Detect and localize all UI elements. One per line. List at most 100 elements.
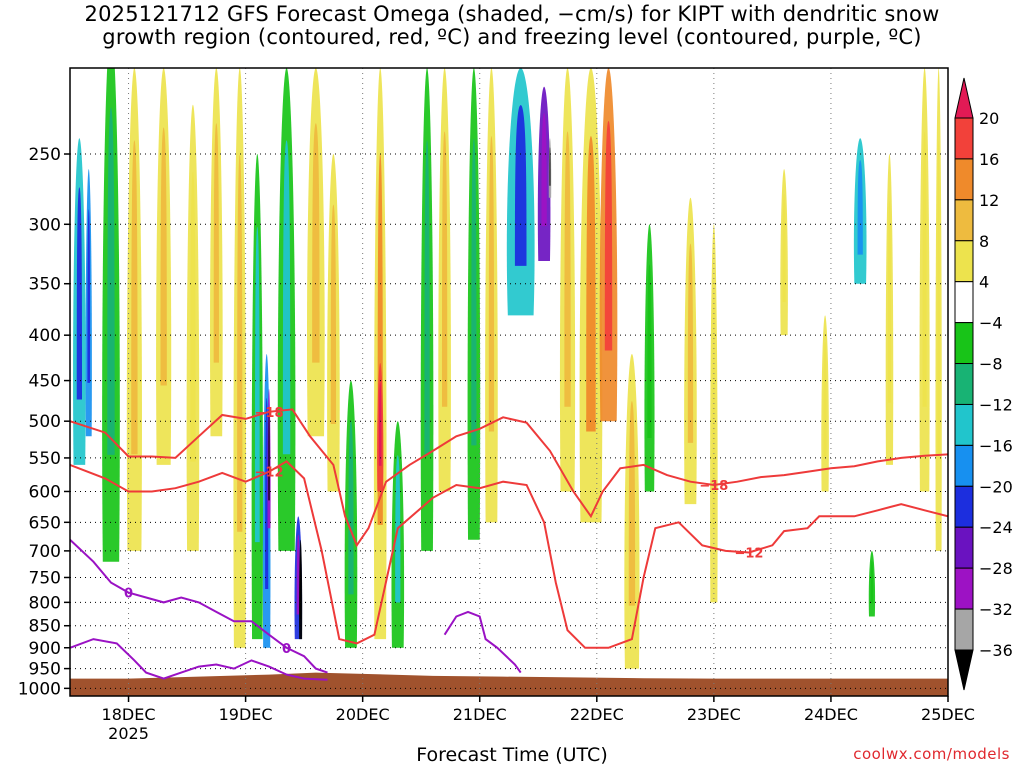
colorbar-box-12 xyxy=(954,608,974,651)
omega-core-32 xyxy=(687,243,694,443)
omega-core-4 xyxy=(160,127,167,386)
omega-core-0 xyxy=(76,187,82,400)
omega-core-26 xyxy=(549,147,551,186)
colorbar-box-1 xyxy=(954,158,974,201)
terrain-ground xyxy=(70,672,948,696)
ytick-label-650: 650 xyxy=(29,513,61,533)
ytick-label-450: 450 xyxy=(29,372,61,392)
xtick-label-20DEC: 20DEC xyxy=(336,705,390,724)
colorbar-box-8 xyxy=(954,444,974,487)
omega-core-18 xyxy=(378,382,382,466)
ytick-label-1000: 1000 xyxy=(18,679,61,699)
omega-core-1 xyxy=(87,209,91,383)
contour-label-1-1: −12 xyxy=(734,547,763,562)
contour-label-2-1: 0 xyxy=(282,642,291,657)
ytick-label-600: 600 xyxy=(29,482,61,502)
omega-core-14 xyxy=(312,123,320,363)
colorbar-label-10: −24 xyxy=(979,518,1013,537)
colorbar-label-5: −4 xyxy=(979,314,1003,333)
contour-label-2-0: 0 xyxy=(124,587,133,602)
xtick-label-19DEC: 19DEC xyxy=(219,705,273,724)
ytick-label-250: 250 xyxy=(29,145,61,165)
xtick-label-22DEC: 22DEC xyxy=(570,705,624,724)
colorbar-box-2 xyxy=(954,199,974,242)
xtick-label-18DEC: 18DEC xyxy=(102,705,156,724)
omega-core-11 xyxy=(296,534,300,615)
omega-core-6 xyxy=(213,123,219,363)
omega-core-3 xyxy=(131,140,138,455)
omega-core-38 xyxy=(870,560,874,604)
omega-core-23 xyxy=(488,136,495,432)
plot-frame xyxy=(69,67,949,697)
source-credit[interactable]: coolwx.com/models xyxy=(853,745,1010,763)
colorbar-label-13: −36 xyxy=(979,641,1013,660)
ytick-label-350: 350 xyxy=(29,275,61,295)
contour-line-0 xyxy=(70,408,948,548)
omega-core-30 xyxy=(628,401,636,606)
colorbar-label-3: 8 xyxy=(979,232,989,251)
omega-core-20 xyxy=(424,140,430,455)
colorbar-label-8: −16 xyxy=(979,436,1013,455)
ytick-label-900: 900 xyxy=(29,639,61,659)
xtick-label-23DEC: 23DEC xyxy=(687,705,741,724)
chart-title-line1: 2025121712 GFS Forecast Omega (shaded, −… xyxy=(84,2,940,26)
omega-core-34 xyxy=(782,194,786,302)
chart-title-line2: growth region (contoured, red, ºC) and f… xyxy=(102,25,922,49)
omega-core-15 xyxy=(330,204,337,424)
omega-core-2 xyxy=(107,107,115,455)
colorbar-box-4 xyxy=(954,281,974,324)
colorbar-top-arrow xyxy=(954,77,974,119)
ytick-label-550: 550 xyxy=(29,449,61,469)
colorbar-box-0 xyxy=(954,117,974,160)
colorbar-label-9: −20 xyxy=(979,477,1013,496)
ytick-label-950: 950 xyxy=(29,660,61,680)
omega-core-16 xyxy=(348,420,354,595)
xtick-label-24DEC: 24DEC xyxy=(804,705,858,724)
omega-core-10 xyxy=(268,409,270,501)
colorbar-label-1: 16 xyxy=(979,150,999,169)
colorbar-box-11 xyxy=(954,567,974,610)
colorbar-label-7: −12 xyxy=(979,395,1013,414)
contour-line-2 xyxy=(70,538,328,674)
omega-core-12 xyxy=(299,554,302,620)
ytick-label-750: 750 xyxy=(29,568,61,588)
contour-label-0-1: −18 xyxy=(699,479,728,494)
colorbar-label-0: 20 xyxy=(979,109,999,128)
x-axis-title: Forecast Time (UTC) xyxy=(416,744,608,766)
omega-core-22 xyxy=(471,138,477,446)
ytick-label-400: 400 xyxy=(29,326,61,346)
omega-core-24 xyxy=(514,105,527,266)
omega-core-39 xyxy=(922,131,927,407)
ytick-label-500: 500 xyxy=(29,412,61,432)
ytick-label-850: 850 xyxy=(29,617,61,637)
colorbar-box-5 xyxy=(954,322,974,365)
colorbar-box-7 xyxy=(954,403,974,446)
colorbar-label-11: −28 xyxy=(979,559,1013,578)
omega-core-7 xyxy=(237,154,243,532)
omega-core-37 xyxy=(887,200,892,403)
omega-core-29 xyxy=(604,120,613,351)
colorbar-label-6: −8 xyxy=(979,355,1003,374)
omega-core-8 xyxy=(254,226,260,543)
xtick-label-21DEC: 21DEC xyxy=(453,705,507,724)
omega-core-25 xyxy=(541,112,547,227)
ytick-label-800: 800 xyxy=(29,593,61,613)
colorbar-box-9 xyxy=(954,485,974,528)
colorbar-box-6 xyxy=(954,363,974,405)
colorbar-label-12: −32 xyxy=(979,600,1013,619)
contour-label-0-0: −18 xyxy=(255,406,284,421)
colorbar-label-4: 4 xyxy=(979,273,989,292)
omega-core-36 xyxy=(857,160,863,255)
omega-core-35 xyxy=(823,341,827,457)
contour-line-1 xyxy=(70,460,948,649)
contour-line-3 xyxy=(70,638,328,681)
omega-core-21 xyxy=(441,131,448,407)
omega-core-13 xyxy=(282,140,291,455)
colorbar-box-3 xyxy=(954,240,974,283)
omega-core-9 xyxy=(265,398,269,590)
colorbar-box-10 xyxy=(954,526,974,569)
omega-core-40 xyxy=(937,140,940,455)
colorbar-bottom-arrow xyxy=(954,649,974,691)
xtick-sublabel-18DEC: 2025 xyxy=(108,724,149,743)
